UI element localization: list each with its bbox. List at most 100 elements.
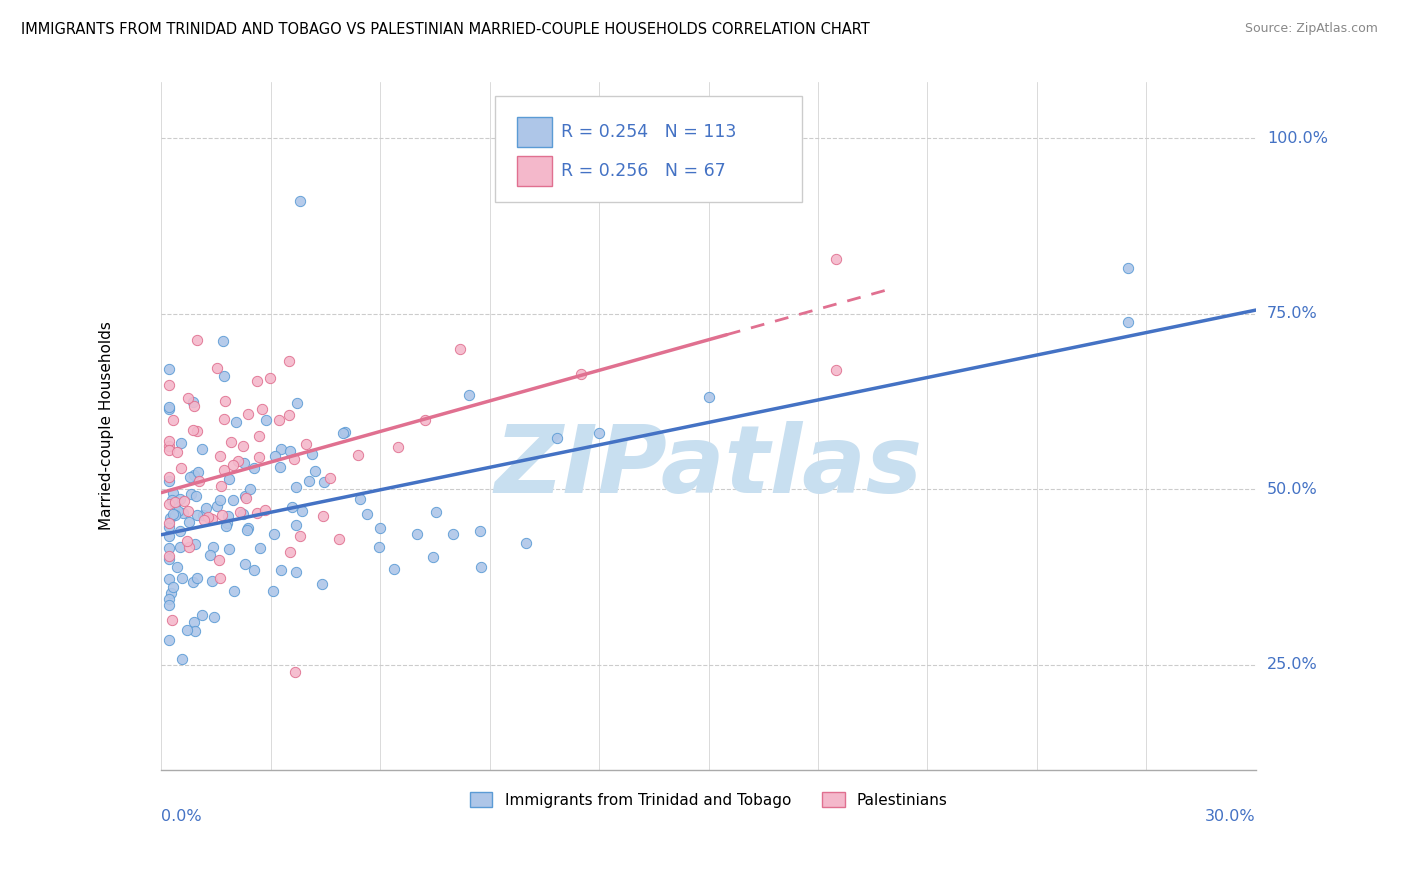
Point bbox=[157, 439, 180, 453]
Point bbox=[441, 526, 464, 541]
Point bbox=[157, 498, 180, 512]
Point bbox=[311, 577, 333, 591]
Point bbox=[190, 607, 212, 622]
Point bbox=[184, 489, 207, 503]
Point bbox=[169, 492, 191, 507]
Point bbox=[588, 426, 610, 441]
Point bbox=[288, 529, 311, 543]
Point bbox=[264, 449, 287, 463]
Point bbox=[287, 396, 309, 410]
Point bbox=[457, 388, 479, 402]
Point bbox=[211, 508, 233, 522]
Point bbox=[184, 537, 207, 551]
Point bbox=[157, 572, 180, 586]
Point bbox=[233, 489, 256, 503]
Text: 0.0%: 0.0% bbox=[162, 808, 202, 823]
Point bbox=[181, 574, 204, 589]
Point bbox=[356, 507, 378, 521]
Point bbox=[346, 448, 368, 462]
Point bbox=[166, 445, 188, 459]
Text: R = 0.256   N = 67: R = 0.256 N = 67 bbox=[561, 162, 725, 180]
Point bbox=[328, 532, 350, 546]
Point bbox=[170, 461, 193, 475]
Point bbox=[183, 468, 205, 483]
Text: R = 0.254   N = 113: R = 0.254 N = 113 bbox=[561, 123, 737, 141]
Point bbox=[304, 465, 326, 479]
Point bbox=[172, 506, 194, 520]
Point bbox=[222, 493, 245, 508]
Point bbox=[160, 493, 183, 508]
Point bbox=[228, 505, 250, 519]
Point bbox=[157, 401, 180, 416]
Point bbox=[262, 584, 284, 599]
Point bbox=[169, 540, 191, 554]
Point bbox=[191, 508, 214, 522]
Text: 75.0%: 75.0% bbox=[1267, 306, 1317, 321]
Point bbox=[181, 423, 204, 437]
Point bbox=[159, 511, 181, 525]
Point bbox=[247, 429, 270, 443]
FancyBboxPatch shape bbox=[517, 156, 553, 186]
Point bbox=[159, 586, 181, 600]
Point bbox=[183, 399, 205, 413]
Point bbox=[157, 552, 180, 566]
Point bbox=[193, 513, 215, 527]
Point bbox=[177, 516, 200, 530]
Point bbox=[235, 491, 257, 506]
Point bbox=[163, 495, 186, 509]
Point bbox=[191, 442, 214, 457]
Point bbox=[202, 610, 225, 624]
Point bbox=[176, 624, 198, 638]
Point bbox=[413, 413, 436, 427]
Point bbox=[157, 400, 180, 414]
Point bbox=[186, 334, 208, 348]
Point bbox=[470, 559, 492, 574]
Point bbox=[225, 416, 247, 430]
Point bbox=[250, 402, 273, 417]
Point bbox=[157, 549, 180, 563]
Point bbox=[180, 487, 202, 501]
Point bbox=[157, 633, 180, 648]
Point bbox=[284, 517, 307, 532]
Point bbox=[269, 413, 291, 427]
Point bbox=[226, 454, 249, 468]
Point bbox=[201, 540, 224, 554]
Text: 50.0%: 50.0% bbox=[1267, 482, 1317, 497]
Point bbox=[259, 371, 281, 385]
Point bbox=[349, 491, 371, 506]
Point bbox=[157, 434, 180, 448]
Point bbox=[222, 458, 245, 472]
Point bbox=[209, 479, 232, 493]
Point bbox=[235, 523, 257, 537]
Point bbox=[217, 516, 239, 530]
FancyBboxPatch shape bbox=[517, 117, 553, 147]
Point bbox=[201, 574, 224, 589]
Point bbox=[263, 526, 285, 541]
Point bbox=[157, 528, 180, 542]
Point bbox=[236, 407, 259, 421]
Point bbox=[278, 444, 301, 458]
Point bbox=[254, 503, 277, 517]
Point bbox=[165, 508, 187, 523]
Point bbox=[295, 437, 318, 451]
Point bbox=[162, 613, 184, 627]
Point bbox=[468, 524, 491, 538]
Point bbox=[195, 501, 218, 516]
Point bbox=[256, 412, 278, 426]
Point bbox=[291, 504, 314, 518]
Point bbox=[1116, 315, 1139, 329]
Point bbox=[157, 442, 180, 457]
Point bbox=[212, 368, 235, 383]
Point bbox=[569, 367, 592, 381]
Point bbox=[183, 615, 205, 630]
Point bbox=[177, 391, 200, 405]
Point bbox=[284, 565, 307, 579]
Point bbox=[201, 511, 224, 525]
Point bbox=[215, 519, 238, 533]
Point bbox=[277, 408, 299, 422]
Point bbox=[188, 475, 211, 489]
Point bbox=[247, 450, 270, 464]
Point bbox=[157, 362, 180, 376]
Point bbox=[449, 342, 471, 356]
Point bbox=[332, 426, 354, 441]
